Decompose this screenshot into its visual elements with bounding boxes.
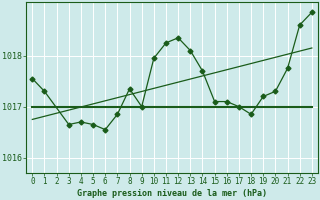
- X-axis label: Graphe pression niveau de la mer (hPa): Graphe pression niveau de la mer (hPa): [77, 189, 267, 198]
